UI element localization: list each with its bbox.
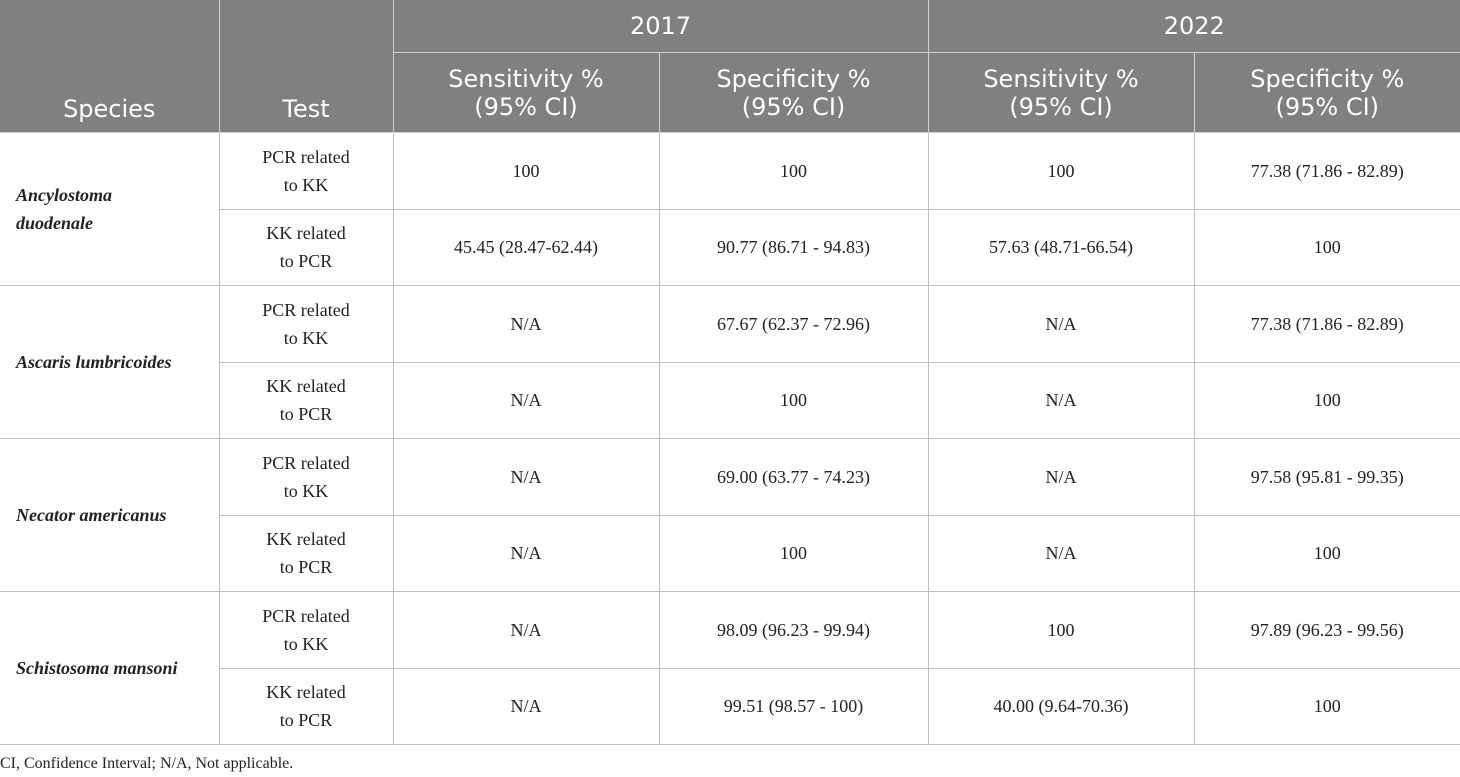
table-row: KK related to PCR 45.45 (28.47-62.44) 90… <box>0 209 1460 286</box>
specificity-2022-cell: 100 <box>1194 515 1460 592</box>
table-footnote: CI, Confidence Interval; N/A, Not applic… <box>0 755 294 772</box>
species-header: Species <box>0 0 220 133</box>
sensitivity-2017-cell: 45.45 (28.47-62.44) <box>393 209 660 286</box>
specificity-2017-cell: 99.51 (98.57 - 100) <box>659 668 929 745</box>
sensitivity-2022-cell: N/A <box>928 438 1195 516</box>
test-header: Test <box>219 0 394 133</box>
test-cell: PCR related to KK <box>219 285 394 363</box>
sensitivity-2017-cell: 100 <box>393 132 660 210</box>
species-cell: Necator americanus <box>0 438 220 592</box>
sensitivity-2017-cell: N/A <box>393 515 660 592</box>
test-cell: KK related to PCR <box>219 515 394 592</box>
sensitivity-2022-cell: 57.63 (48.71-66.54) <box>928 209 1195 286</box>
specificity-2017-cell: 98.09 (96.23 - 99.94) <box>659 591 929 669</box>
test-cell: PCR related to KK <box>219 591 394 669</box>
specificity-2017-cell: 100 <box>659 515 929 592</box>
specificity-2017-cell: 90.77 (86.71 - 94.83) <box>659 209 929 286</box>
year-header-2022: 2022 <box>928 0 1460 53</box>
sensitivity-2017-cell: N/A <box>393 668 660 745</box>
sensitivity-2022-cell: N/A <box>928 362 1195 439</box>
test-cell: KK related to PCR <box>219 668 394 745</box>
table-row: KK related to PCR N/A 100 N/A 100 <box>0 362 1460 439</box>
specificity-2017-cell: 100 <box>659 132 929 210</box>
results-table: Species Test 2017 2022 Sensitivity % (95… <box>0 0 1460 745</box>
test-cell: KK related to PCR <box>219 362 394 439</box>
sensitivity-2017-cell: N/A <box>393 362 660 439</box>
sensitivity-2022-cell: 100 <box>928 132 1195 210</box>
table-row: KK related to PCR N/A 100 N/A 100 <box>0 515 1460 592</box>
test-cell: PCR related to KK <box>219 438 394 516</box>
header-row-metrics: Sensitivity % (95% CI) Specificity % (95… <box>0 52 1460 133</box>
table-row: Schistosoma mansoni PCR related to KK N/… <box>0 591 1460 745</box>
specificity-2022-cell: 97.89 (96.23 - 99.56) <box>1194 591 1460 669</box>
sensitivity-2017-cell: N/A <box>393 285 660 363</box>
specificity-2022-cell: 97.58 (95.81 - 99.35) <box>1194 438 1460 516</box>
sensitivity-2017-cell: N/A <box>393 438 660 516</box>
table-row: Necator americanus PCR related to KK N/A… <box>0 438 1460 592</box>
specificity-2022-cell: 100 <box>1194 209 1460 286</box>
specificity-2017-cell: 100 <box>659 362 929 439</box>
specificity-2022-cell: 100 <box>1194 668 1460 745</box>
test-cell: KK related to PCR <box>219 209 394 286</box>
species-cell: Ancylostoma duodenale <box>0 132 220 286</box>
specificity-2022-cell: 77.38 (71.86 - 82.89) <box>1194 285 1460 363</box>
specificity-2017-cell: 69.00 (63.77 - 74.23) <box>659 438 929 516</box>
table-row: Ancylostoma duodenale PCR related to KK … <box>0 132 1460 286</box>
sensitivity-header-2022: Sensitivity % (95% CI) <box>928 52 1195 133</box>
sensitivity-2017-cell: N/A <box>393 591 660 669</box>
species-cell: Schistosoma mansoni <box>0 591 220 745</box>
specificity-2022-cell: 77.38 (71.86 - 82.89) <box>1194 132 1460 210</box>
specificity-header-2017: Specificity % (95% CI) <box>659 52 929 133</box>
specificity-2017-cell: 67.67 (62.37 - 72.96) <box>659 285 929 363</box>
specificity-2022-cell: 100 <box>1194 362 1460 439</box>
test-cell: PCR related to KK <box>219 132 394 210</box>
sensitivity-2022-cell: 100 <box>928 591 1195 669</box>
species-cell: Ascaris lumbricoides <box>0 285 220 439</box>
sensitivity-header-2017: Sensitivity % (95% CI) <box>393 52 660 133</box>
sensitivity-2022-cell: N/A <box>928 515 1195 592</box>
table-row: KK related to PCR N/A 99.51 (98.57 - 100… <box>0 668 1460 745</box>
table-row: Ascaris lumbricoides PCR related to KK N… <box>0 285 1460 439</box>
sensitivity-2022-cell: N/A <box>928 285 1195 363</box>
header-row-years: Species Test 2017 2022 <box>0 0 1460 133</box>
sensitivity-2022-cell: 40.00 (9.64-70.36) <box>928 668 1195 745</box>
year-header-2017: 2017 <box>393 0 929 53</box>
specificity-header-2022: Specificity % (95% CI) <box>1194 52 1460 133</box>
